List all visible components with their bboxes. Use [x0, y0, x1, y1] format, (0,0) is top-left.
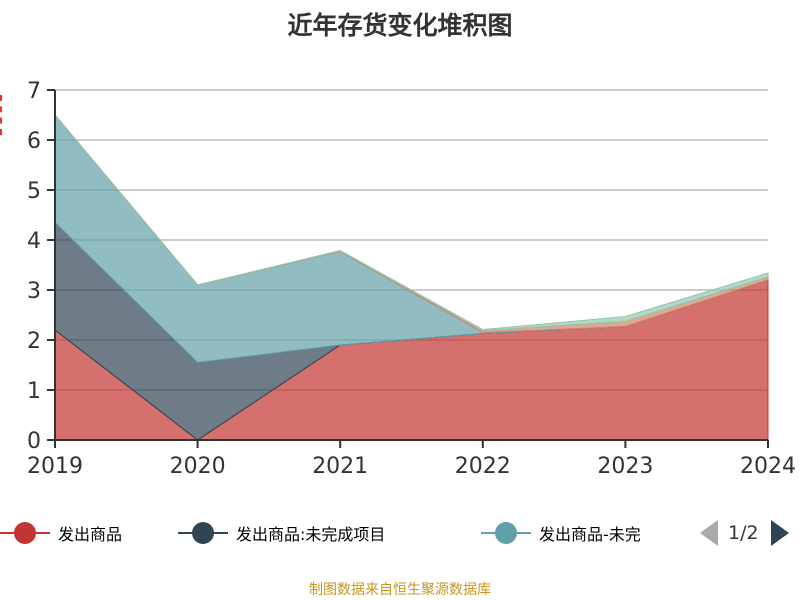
legend-pager: 1/2: [700, 518, 789, 548]
legend-label: 发出商品-未完: [539, 525, 641, 544]
x-tick-label: 2021: [312, 454, 368, 479]
legend-symbol-icon: [481, 518, 531, 548]
legend-symbol-icon: [178, 518, 228, 548]
data-source-note: 制图数据来自恒生聚源数据库: [309, 582, 491, 598]
chart-title: 近年存货变化堆积图: [287, 11, 513, 40]
legend: 发出商品 发出商品:未完成项目 发出商品-未完: [0, 518, 683, 548]
next-page-icon[interactable]: [770, 520, 789, 546]
y-tick-label: 0: [27, 429, 41, 454]
x-tick-label: 2020: [170, 454, 226, 479]
x-tick-label: 2023: [597, 454, 653, 479]
x-tick-label: 2024: [740, 454, 796, 479]
legend-label: 发出商品: [58, 525, 123, 544]
area-series-4: [54, 114, 769, 332]
y-tick-label: 1: [27, 379, 41, 404]
legend-item-0[interactable]: 发出商品: [0, 518, 122, 548]
legend-label: 发出商品:未完成项目: [236, 525, 386, 544]
y-tick-label: 4: [27, 229, 41, 254]
legend-page-indicator: 1/2: [728, 522, 759, 544]
x-tick-label: 2019: [27, 454, 83, 479]
legend-symbol-icon: [0, 518, 50, 548]
x-tick-label: 2022: [455, 454, 511, 479]
legend-item-1[interactable]: 发出商品:未完成项目: [178, 518, 385, 548]
y-tick-label: 7: [27, 79, 41, 104]
prev-page-icon[interactable]: [700, 520, 718, 546]
y-tick-label: 6: [27, 129, 41, 154]
y-axis-name-clipped: [0, 95, 5, 135]
y-tick-label: 5: [27, 179, 41, 204]
y-tick-label: 3: [27, 279, 41, 304]
legend-item-2[interactable]: 发出商品-未完: [481, 518, 641, 548]
y-tick-label: 2: [27, 329, 41, 354]
